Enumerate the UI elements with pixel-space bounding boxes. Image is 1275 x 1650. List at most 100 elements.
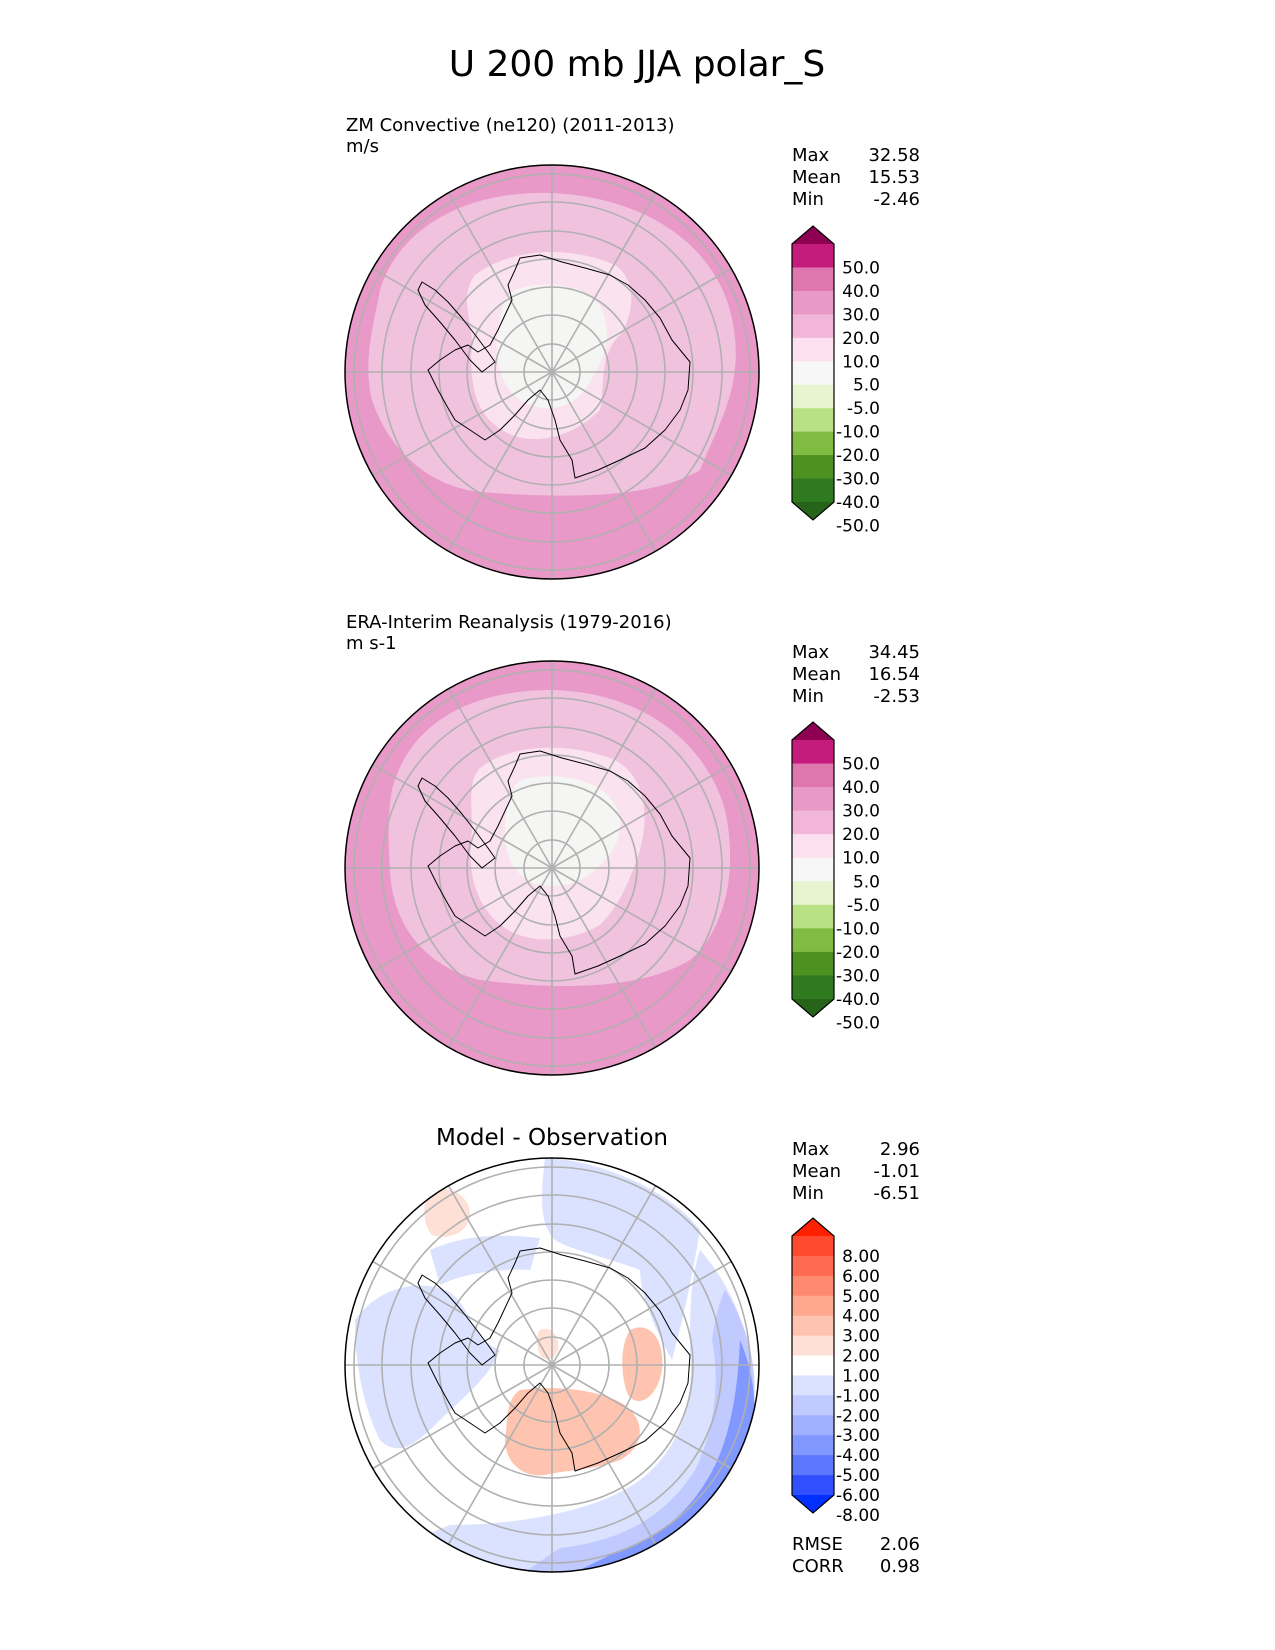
colorbar-swatch [792,267,834,292]
colorbar-outline [791,225,835,521]
colorbar-swatch [792,740,834,765]
meridian-line [361,1254,553,1366]
map-boundary [344,1157,760,1573]
graticule [345,1158,759,1572]
stat-mean: 15.53 [868,167,920,188]
colorbar-swatch [792,787,834,812]
field-light-blue-band [430,1235,540,1285]
colorbar-tick-label: -3.00 [836,1426,880,1446]
colorbar-swatch [792,1355,834,1377]
polar-map [345,165,759,579]
colorbar-tick-label: 40.0 [842,282,880,302]
antarctica-coastline [427,750,691,975]
colorbar-tick-label: 6.00 [842,1267,880,1287]
colorbar: 50.0 40.0 30.0 20.0 10.0 5.0 -5.0 -10.0 -20.0 -30… [791,721,880,1034]
stat-min: -2.53 [873,686,920,707]
colorbar-tick-label: 2.00 [842,1347,880,1367]
colorbar-tick-label: 10.0 [842,352,880,372]
panel-units: m s-1 [346,633,397,654]
stat-min-label: Min [792,1183,824,1204]
meridian-line [551,757,743,869]
meridian-line [551,1364,663,1556]
colorbar-tick-label: 20.0 [842,329,880,349]
colorbar-swatch [792,951,834,977]
meridian-line [551,1174,663,1366]
meridian-line [361,371,553,483]
colorbar-tick-label: 5.0 [853,376,880,396]
colorbar-tick-label: -50.0 [836,517,880,537]
panel-title: ERA-Interim Reanalysis (1979-2016) [346,612,672,633]
panel-title: Model - Observation [436,1125,668,1151]
colorbar-swatch [792,1395,834,1416]
colorbar-tick-label: 10.0 [842,849,880,869]
colorbar-extend-max [792,226,834,244]
antarctica-coastline [427,254,691,479]
panel-title: ZM Convective (ne120) (2011-2013) [346,115,674,136]
colorbar-swatch [792,244,834,269]
colorbar-swatch [792,455,834,480]
colorbar-tick-label: -30.0 [836,967,880,987]
colorbar-tick-label: -10.0 [836,423,880,443]
colorbar-swatch [792,1295,834,1317]
colorbar-tick-label: 1.00 [842,1367,880,1387]
colorbar-swatch [792,1236,834,1257]
stat-mean-label: Mean [792,664,841,685]
colorbar-outline [791,721,835,1018]
polar-map [345,1158,759,1572]
colorbar-swatch [792,1255,834,1277]
colorbar-tick-label: -20.0 [836,943,880,963]
colorbar-swatch [792,290,834,315]
field-blue-south [400,1250,751,1571]
map-boundary [344,660,760,1076]
colorbar-tick-label: -20.0 [836,446,880,466]
stat-min: -6.51 [873,1183,920,1204]
field-light-red-north [424,1188,470,1237]
stat-mean-label: Mean [792,167,841,188]
meridian-line [361,261,553,373]
colorbar-tick-label: 50.0 [842,259,880,279]
panel-test: ZM Convective (ne120) (2011-2013) m/s Ma… [344,115,920,580]
colorbar-tick-label: -50.0 [836,1014,880,1034]
colorbar-tick-label: 5.00 [842,1287,880,1307]
colorbar-swatch [792,928,834,953]
rmse-value: 2.06 [880,1534,920,1555]
colorbar-tick-label: -4.00 [836,1446,880,1466]
colorbar-tick-label: -5.0 [847,896,880,916]
polar-map [345,661,759,1075]
panel-units: m/s [346,136,379,157]
colorbar-outline [791,1217,835,1514]
colorbar-tick-label: 8.00 [842,1247,880,1267]
meridian-line [441,1364,553,1556]
stat-mean: 16.54 [868,664,920,685]
colorbar-swatch [792,881,834,906]
figure-title: U 200 mb JJA polar_S [449,44,826,85]
antarctic-peninsula [417,1274,496,1366]
meridian-line [551,371,663,563]
colorbar-swatch [792,431,834,456]
colorbar-swatch [792,834,834,859]
colorbar-swatch [792,1475,834,1496]
meridian-line [551,1364,743,1476]
stat-max-label: Max [792,145,830,166]
colorbar-extend-min [792,502,834,520]
colorbar-swatch [792,1435,834,1456]
colorbar-swatch [792,1455,834,1476]
colorbar-extend-max [792,1218,834,1236]
colorbar-tick-label: -40.0 [836,493,880,513]
antarctic-peninsula [417,281,496,373]
colorbar-tick-label: -40.0 [836,990,880,1010]
stat-min-label: Min [792,686,824,707]
map-boundary [344,164,760,580]
colorbar-tick-label: -5.0 [847,399,880,419]
colorbar-tick-label: -1.00 [836,1386,880,1406]
colorbar-tick-label: 40.0 [842,778,880,798]
colorbar-tick-label: -30.0 [836,470,880,490]
colorbar-swatch [792,1375,834,1396]
field-light-red-east [622,1327,663,1401]
colorbar-tick-label: 5.0 [853,872,880,892]
colorbar-swatch [792,763,834,788]
stat-max-label: Max [792,1139,830,1160]
stat-min: -2.46 [873,189,920,210]
colorbar-tick-label: 50.0 [842,755,880,775]
